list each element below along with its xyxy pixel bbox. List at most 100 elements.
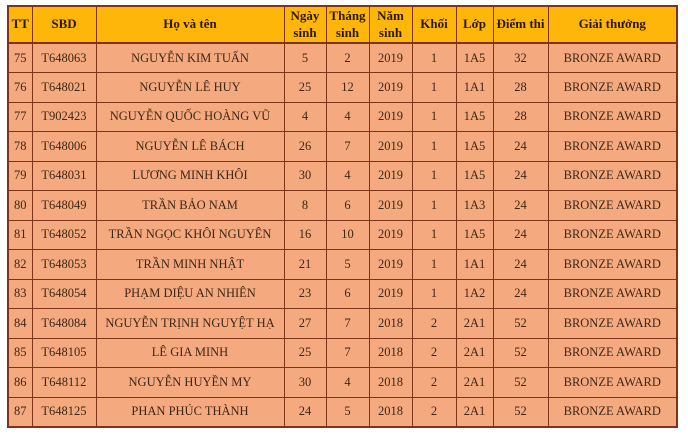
cell-name: NGUYỄN LÊ HUY <box>95 72 285 103</box>
cell-month: 4 <box>325 367 370 398</box>
cell-tt: 79 <box>7 160 33 191</box>
cell-day: 25 <box>283 337 327 368</box>
cell-tt: 77 <box>7 101 33 132</box>
cell-tt: 83 <box>7 278 33 309</box>
cell-sbd: T648052 <box>31 219 97 250</box>
cell-lop: 1A2 <box>455 278 494 309</box>
cell-score: 24 <box>492 249 549 280</box>
cell-tt: 85 <box>7 337 33 368</box>
cell-score: 52 <box>492 308 549 339</box>
cell-score: 24 <box>492 190 549 221</box>
cell-award: BRONZE AWARD <box>547 249 678 280</box>
cell-score: 24 <box>492 278 549 309</box>
cell-score: 52 <box>492 337 549 368</box>
cell-sbd: T648084 <box>31 308 97 339</box>
cell-day: 23 <box>283 278 327 309</box>
cell-lop: 1A3 <box>455 190 494 221</box>
cell-score: 24 <box>492 219 549 250</box>
table-row: 85 T648105 LÊ GIA MINH 25 7 2018 2 2A1 52 BRONZE … <box>7 337 678 368</box>
cell-name: PHẠM DIỆU AN NHIÊN <box>95 278 285 309</box>
cell-lop: 1A5 <box>455 219 494 250</box>
cell-khoi: 2 <box>411 308 457 339</box>
cell-award: BRONZE AWARD <box>547 337 678 368</box>
cell-year: 2019 <box>368 101 413 132</box>
table-header: TT SBD Họ và tên Ngày sinh Tháng sinh Năm sin… <box>7 5 678 44</box>
cell-day: 8 <box>283 190 327 221</box>
cell-lop: 2A1 <box>455 308 494 339</box>
table-row: 82 T648053 TRẦN MINH NHẬT 21 5 2019 1 1A1 24 BRON… <box>7 249 678 280</box>
cell-month: 4 <box>325 101 370 132</box>
cell-lop: 1A1 <box>455 249 494 280</box>
table-row: 87 T648125 PHAN PHÚC THÀNH 24 5 2018 2 2A1 52 BRO… <box>7 396 678 427</box>
cell-name: TRẦN MINH NHẬT <box>95 249 285 280</box>
cell-sbd: T648053 <box>31 249 97 280</box>
cell-month: 5 <box>325 249 370 280</box>
results-table-container: TT SBD Họ và tên Ngày sinh Tháng sinh Năm sin… <box>7 5 678 428</box>
cell-month: 10 <box>325 219 370 250</box>
column-header-sbd: SBD <box>31 5 97 44</box>
column-header-score: Điểm thi <box>492 5 549 44</box>
cell-month: 4 <box>325 160 370 191</box>
table-row: 75 T648063 NGUYỄN KIM TUẤN 5 2 2019 1 1A5 32 BRON… <box>7 42 678 73</box>
cell-month: 12 <box>325 72 370 103</box>
cell-name: NGUYỄN TRỊNH NGUYỆT HẠ <box>95 308 285 339</box>
column-header-year: Năm sinh <box>368 5 413 44</box>
cell-tt: 75 <box>7 42 33 73</box>
cell-award: BRONZE AWARD <box>547 219 678 250</box>
cell-year: 2018 <box>368 396 413 427</box>
cell-name: NGUYỄN QUỐC HOÀNG VŨ <box>95 101 285 132</box>
cell-award: BRONZE AWARD <box>547 160 678 191</box>
cell-year: 2018 <box>368 308 413 339</box>
cell-month: 6 <box>325 190 370 221</box>
cell-tt: 82 <box>7 249 33 280</box>
cell-month: 2 <box>325 42 370 73</box>
cell-khoi: 1 <box>411 72 457 103</box>
cell-tt: 81 <box>7 219 33 250</box>
cell-tt: 87 <box>7 396 33 427</box>
cell-khoi: 1 <box>411 101 457 132</box>
cell-score: 28 <box>492 72 549 103</box>
cell-month: 7 <box>325 308 370 339</box>
cell-day: 5 <box>283 42 327 73</box>
cell-year: 2019 <box>368 219 413 250</box>
cell-day: 26 <box>283 131 327 162</box>
cell-month: 5 <box>325 396 370 427</box>
cell-month: 7 <box>325 131 370 162</box>
cell-name: LƯƠNG MINH KHÔI <box>95 160 285 191</box>
cell-khoi: 1 <box>411 278 457 309</box>
cell-tt: 78 <box>7 131 33 162</box>
cell-award: BRONZE AWARD <box>547 42 678 73</box>
table-body: 75 T648063 NGUYỄN KIM TUẤN 5 2 2019 1 1A5 32 BRON… <box>7 42 678 427</box>
cell-day: 27 <box>283 308 327 339</box>
table-row: 81 T648052 TRẦN NGỌC KHÔI NGUYÊN 16 10 2019 1 1… <box>7 219 678 250</box>
cell-lop: 1A5 <box>455 42 494 73</box>
cell-sbd: T648054 <box>31 278 97 309</box>
cell-khoi: 1 <box>411 219 457 250</box>
cell-year: 2019 <box>368 42 413 73</box>
cell-score: 52 <box>492 367 549 398</box>
cell-lop: 1A5 <box>455 101 494 132</box>
cell-tt: 86 <box>7 367 33 398</box>
cell-khoi: 1 <box>411 42 457 73</box>
cell-year: 2019 <box>368 72 413 103</box>
cell-tt: 80 <box>7 190 33 221</box>
table-row: 84 T648084 NGUYỄN TRỊNH NGUYỆT HẠ 27 7 2018 2 2… <box>7 308 678 339</box>
cell-day: 25 <box>283 72 327 103</box>
table-row: 80 T648049 TRẦN BẢO NAM 8 6 2019 1 1A3 24 BRONZE … <box>7 190 678 221</box>
cell-khoi: 1 <box>411 190 457 221</box>
cell-day: 21 <box>283 249 327 280</box>
cell-day: 4 <box>283 101 327 132</box>
cell-award: BRONZE AWARD <box>547 190 678 221</box>
table-row: 76 T648021 NGUYỄN LÊ HUY 25 12 2019 1 1A1 28 BRON… <box>7 72 678 103</box>
cell-khoi: 1 <box>411 249 457 280</box>
cell-award: BRONZE AWARD <box>547 101 678 132</box>
cell-khoi: 2 <box>411 337 457 368</box>
cell-day: 24 <box>283 396 327 427</box>
cell-month: 7 <box>325 337 370 368</box>
cell-name: NGUYỄN LÊ BÁCH <box>95 131 285 162</box>
cell-year: 2018 <box>368 367 413 398</box>
cell-name: PHAN PHÚC THÀNH <box>95 396 285 427</box>
column-header-lop: Lớp <box>455 5 494 44</box>
column-header-khoi: Khối <box>411 5 457 44</box>
cell-khoi: 2 <box>411 367 457 398</box>
